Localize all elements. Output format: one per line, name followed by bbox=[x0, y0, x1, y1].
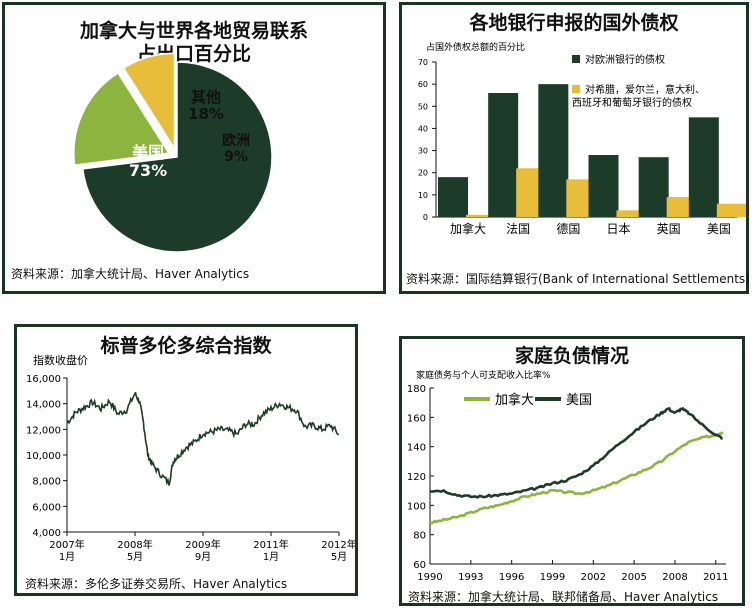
debt-legend-1: 美国 bbox=[566, 393, 592, 408]
bar-gipsi-5 bbox=[716, 203, 746, 217]
debt-line-1 bbox=[430, 406, 724, 499]
tsx-xtick-year-2: 2009年 bbox=[185, 538, 220, 551]
bar-category-3: 日本 bbox=[606, 222, 630, 236]
bar-ytick-6: 60 bbox=[418, 80, 428, 89]
debt-xtick-4: 2002 bbox=[581, 572, 606, 583]
pie-slice-name-2: 欧洲 bbox=[222, 132, 250, 149]
bar-europe-5 bbox=[688, 117, 719, 217]
debt-xtick-5: 2005 bbox=[621, 572, 646, 583]
bar-europe-4 bbox=[638, 157, 669, 217]
tsx-ytick-0: 4,000 bbox=[32, 528, 61, 539]
debt-xtick-3: 1999 bbox=[540, 572, 565, 583]
bar-category-0: 加拿大 bbox=[450, 221, 486, 236]
bar-ytick-7: 70 bbox=[418, 58, 428, 67]
bar-ytick-0: 0 bbox=[423, 213, 428, 222]
bar-panel: 各地银行申报的国外债权 占国外债权总额的百分比 0 10 20 30 40 50 60 70 加拿… bbox=[399, 2, 750, 294]
pie-slice-label-1: 18% bbox=[188, 105, 224, 123]
tsx-xtick-month-3: 1月 bbox=[263, 551, 279, 563]
bar-ytick-1: 10 bbox=[418, 191, 428, 200]
tsx-xtick-year-0: 2007年 bbox=[49, 538, 84, 551]
bar-europe-3 bbox=[588, 155, 619, 217]
pie-slice-name-1: 其他 bbox=[191, 88, 221, 106]
debt-line-0 bbox=[429, 431, 724, 525]
bar-chart: 占国外债权总额的百分比 0 10 20 30 40 50 60 70 加拿大 法国 德国 日本 英国 美国 对… bbox=[418, 41, 746, 236]
pie-slice-0 bbox=[81, 61, 273, 253]
bar-europe-0 bbox=[438, 177, 468, 217]
debt-panel: 家庭负债情况 家庭债务与个人可支配收入比率% 60 80 100 120 140 160 18… bbox=[399, 336, 745, 606]
debt-title: 家庭负债情况 bbox=[514, 345, 629, 367]
bar-category-1: 法国 bbox=[506, 222, 530, 236]
bar-ylabel: 占国外债权总额的百分比 bbox=[426, 41, 525, 53]
bar-category-2: 德国 bbox=[556, 221, 580, 236]
debt-ytick-4: 140 bbox=[407, 443, 426, 454]
tsx-ytick-2: 8,000 bbox=[32, 477, 61, 488]
pie-panel: 加拿大与世界各地贸易联系 占出口百分比 美国 73% 其他 18% 欧洲 9% 资料来源：… bbox=[2, 2, 386, 294]
pie-title-line1: 加拿大与世界各地贸易联系 bbox=[79, 20, 308, 42]
tsx-xtick-month-4: 5月 bbox=[331, 551, 347, 563]
bar-legend-0: 对欧洲银行的债权 bbox=[585, 53, 665, 66]
debt-xtick-1: 1993 bbox=[458, 572, 483, 583]
tsx-ytick-6: 16,000 bbox=[26, 374, 61, 385]
debt-ytick-3: 120 bbox=[407, 472, 426, 483]
bar-category-4: 英国 bbox=[657, 222, 681, 236]
debt-ytick-5: 160 bbox=[407, 413, 426, 424]
debt-xtick-2: 1996 bbox=[499, 572, 524, 583]
tsx-xtick-month-2: 9月 bbox=[195, 551, 211, 563]
bar-source: 资料来源：国际结算银行(Bank of International Settle… bbox=[406, 272, 750, 286]
bar-legend-swatch-0 bbox=[572, 55, 580, 63]
bar-gipsi-0 bbox=[466, 214, 496, 217]
bar-ytick-2: 20 bbox=[418, 169, 428, 178]
bar-legend-1a: 对希腊，爱尔兰，意大利、 bbox=[585, 83, 705, 96]
debt-xtick-6: 2008 bbox=[662, 572, 687, 583]
tsx-xtick-year-1: 2008年 bbox=[117, 538, 152, 551]
debt-ytick-1: 80 bbox=[413, 531, 426, 542]
debt-ytick-0: 60 bbox=[413, 560, 426, 571]
debt-chart: 家庭债务与个人可支配收入比率% 60 80 100 120 140 160 180 1990 19… bbox=[407, 369, 729, 583]
tsx-line bbox=[66, 391, 340, 486]
debt-ylabel: 家庭债务与个人可支配收入比率% bbox=[416, 369, 551, 381]
tsx-title: 标普多伦多综合指数 bbox=[100, 335, 272, 357]
pie-source: 资料来源：加拿大统计局、Haver Analytics bbox=[11, 267, 250, 281]
bar-europe-1 bbox=[488, 93, 519, 217]
tsx-xtick-month-0: 1月 bbox=[59, 551, 75, 563]
debt-xtick-0: 1990 bbox=[417, 572, 442, 583]
pie-slice-1 bbox=[73, 71, 171, 166]
bar-gipsi-3 bbox=[616, 210, 647, 217]
pie-slice-label-2: 9% bbox=[224, 149, 248, 165]
bar-category-5: 美国 bbox=[707, 222, 731, 236]
tsx-chart: 指数收盘价 4,000 6,000 8,000 10,000 12,000 14,000 16… bbox=[26, 353, 355, 563]
bar-europe-2 bbox=[538, 84, 569, 218]
debt-ytick-2: 100 bbox=[407, 501, 426, 512]
debt-xtick-7: 2011 bbox=[703, 572, 728, 583]
tsx-ylabel: 指数收盘价 bbox=[33, 353, 88, 367]
bar-legend-swatch-1 bbox=[572, 85, 580, 93]
bar-ytick-4: 40 bbox=[418, 124, 428, 133]
bar-ytick-5: 50 bbox=[418, 102, 428, 111]
tsx-ytick-4: 12,000 bbox=[26, 425, 61, 436]
tsx-xtick-month-1: 5月 bbox=[127, 551, 143, 563]
pie-slice-name-0: 美国 bbox=[132, 143, 164, 162]
tsx-panel: 标普多伦多综合指数 指数收盘价 4,000 6,000 8,000 10,000 12,0… bbox=[14, 324, 358, 596]
debt-ytick-6: 180 bbox=[407, 384, 426, 395]
tsx-ytick-5: 14,000 bbox=[26, 400, 61, 411]
bar-ytick-3: 30 bbox=[418, 147, 428, 156]
pie-slice-2 bbox=[122, 52, 176, 151]
bar-legend-1b: 西班牙和葡萄牙银行的债权 bbox=[572, 96, 692, 109]
tsx-xtick-year-4: 2012年 bbox=[321, 538, 355, 551]
tsx-ytick-1: 6,000 bbox=[32, 502, 61, 513]
debt-source: 资料来源：加拿大统计局、联邦储备局、Haver Analytics bbox=[408, 590, 719, 604]
tsx-source: 资料来源：多伦多证券交易所、Haver Analytics bbox=[25, 577, 288, 591]
tsx-xtick-year-3: 2011年 bbox=[253, 538, 288, 551]
bar-title: 各地银行申报的国外债权 bbox=[469, 12, 679, 34]
pie-slice-label-0: 73% bbox=[129, 161, 167, 180]
debt-legend-0: 加拿大 bbox=[495, 392, 534, 408]
tsx-ytick-3: 10,000 bbox=[26, 451, 61, 462]
